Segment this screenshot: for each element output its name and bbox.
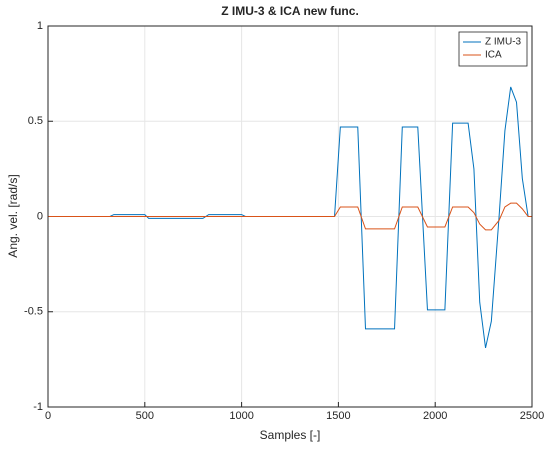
y-tick-label: 0.5	[28, 115, 43, 127]
legend-box	[458, 31, 528, 67]
axes-box	[47, 25, 533, 408]
x-tick-label: 0	[45, 410, 51, 422]
x-tick-label: 1500	[326, 410, 350, 422]
legend: Z IMU-3 ICA	[458, 31, 528, 67]
x-tick-label: 2000	[423, 410, 447, 422]
y-tick-label: 0	[37, 210, 43, 222]
y-axis-label: Ang. vel. [rad/s]	[6, 174, 20, 257]
legend-label: ICA	[485, 50, 502, 61]
series-line	[48, 202, 532, 231]
x-tick-label: 500	[136, 410, 154, 422]
y-tick-label: -0.5	[24, 306, 43, 318]
series-line	[48, 86, 532, 349]
y-tick-label: 1	[37, 20, 43, 32]
legend-label: Z IMU-3	[485, 37, 522, 48]
x-tick-label: 1000	[229, 410, 253, 422]
x-tick-label: 2500	[520, 410, 544, 422]
chart-title: Z IMU-3 & ICA new func.	[221, 4, 359, 18]
y-tick-label: -1	[33, 401, 43, 413]
x-axis-label: Samples [-]	[260, 428, 321, 442]
